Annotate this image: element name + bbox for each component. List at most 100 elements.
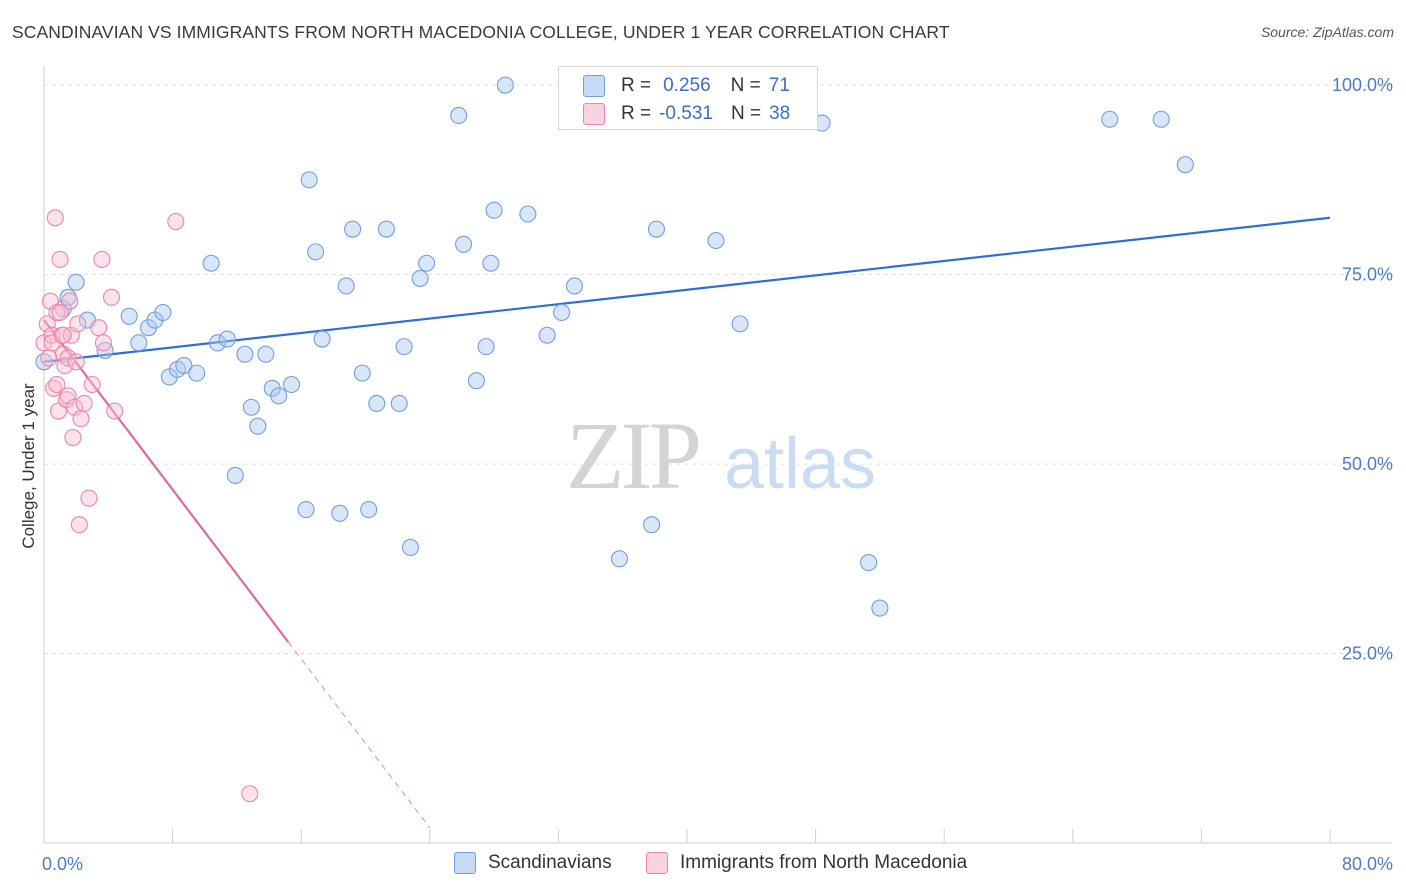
point-scandinavians bbox=[455, 235, 473, 253]
point-scandinavians bbox=[120, 307, 138, 325]
point-scandinavians bbox=[1152, 110, 1170, 128]
legend-swatch-blue bbox=[583, 75, 605, 97]
axes bbox=[43, 66, 1392, 844]
point-north-macedonia bbox=[40, 349, 58, 367]
point-north-macedonia bbox=[59, 349, 77, 367]
point-scandinavians bbox=[353, 364, 371, 382]
point-north-macedonia bbox=[61, 292, 79, 310]
point-scandinavians bbox=[467, 372, 485, 390]
point-scandinavians bbox=[390, 394, 408, 413]
legend-r-label: R = bbox=[621, 103, 652, 124]
point-scandinavians bbox=[360, 500, 378, 519]
point-scandinavians bbox=[707, 231, 725, 250]
point-scandinavians bbox=[553, 303, 571, 322]
point-scandinavians bbox=[307, 243, 325, 261]
point-north-macedonia bbox=[241, 785, 259, 803]
watermark: ZIP atlas bbox=[566, 402, 876, 509]
point-north-macedonia bbox=[38, 315, 56, 333]
point-north-macedonia bbox=[51, 250, 69, 269]
series-legend: Scandinavians Immigrants from North Mace… bbox=[0, 852, 1406, 876]
point-north-macedonia bbox=[167, 213, 185, 231]
point-scandinavians bbox=[871, 599, 889, 617]
y-axis-title: College, Under 1 year bbox=[19, 383, 38, 549]
legend-item-north-macedonia[interactable]: Immigrants from North Macedonia bbox=[646, 852, 967, 874]
point-scandinavians bbox=[731, 315, 749, 333]
x-tick-label: 80.0% bbox=[1342, 854, 1393, 874]
point-scandinavians bbox=[236, 345, 254, 363]
point-scandinavians bbox=[130, 334, 148, 352]
y-tick-label: 75.0% bbox=[1342, 265, 1393, 285]
point-north-macedonia bbox=[67, 353, 85, 371]
y-tick-label: 50.0% bbox=[1342, 454, 1393, 474]
legend-n-value: 71 bbox=[768, 75, 790, 96]
point-scandinavians bbox=[538, 326, 556, 344]
legend-row-scandinavians: R = 0.256 N = 71 bbox=[583, 73, 790, 99]
point-scandinavians bbox=[209, 334, 227, 352]
point-scandinavians bbox=[300, 171, 318, 189]
watermark-zip: ZIP bbox=[566, 402, 699, 509]
point-scandinavians bbox=[297, 500, 315, 519]
point-north-macedonia bbox=[69, 315, 87, 333]
point-north-macedonia bbox=[51, 303, 69, 322]
point-scandinavians bbox=[270, 387, 288, 405]
point-scandinavians bbox=[242, 398, 260, 416]
point-scandinavians bbox=[249, 417, 267, 435]
legend-r-value: 0.256 bbox=[663, 75, 711, 96]
point-scandinavians bbox=[218, 330, 236, 348]
point-scandinavians bbox=[647, 220, 666, 238]
legend-n-label: N = bbox=[730, 103, 762, 124]
point-scandinavians bbox=[610, 550, 629, 568]
point-scandinavians bbox=[411, 269, 429, 287]
point-scandinavians bbox=[1176, 156, 1194, 174]
point-scandinavians bbox=[283, 375, 301, 394]
point-scandinavians bbox=[395, 338, 413, 356]
point-north-macedonia bbox=[75, 394, 93, 413]
x-tick-label: 0.0% bbox=[42, 854, 83, 874]
y-tick-label: 100.0% bbox=[1332, 75, 1393, 95]
point-north-macedonia bbox=[54, 326, 72, 344]
point-scandinavians bbox=[337, 277, 355, 295]
point-north-macedonia bbox=[93, 250, 111, 269]
point-north-macedonia bbox=[106, 402, 124, 420]
point-north-macedonia bbox=[83, 375, 101, 394]
legend-label: Immigrants from North Macedonia bbox=[680, 852, 968, 873]
point-scandinavians bbox=[344, 220, 362, 238]
trend-line-north-macedonia bbox=[43, 319, 290, 643]
tick-labels: 25.0% 50.0% 75.0% 100.0% 0.0% 80.0% bbox=[42, 75, 1393, 874]
legend-swatch-blue bbox=[454, 852, 476, 874]
point-scandinavians bbox=[485, 201, 503, 219]
point-scandinavians bbox=[175, 357, 193, 375]
point-scandinavians bbox=[418, 254, 436, 272]
trend-lines bbox=[43, 216, 1331, 829]
point-north-macedonia bbox=[70, 516, 88, 534]
stats-legend: R = 0.256 N = 71 R = -0.531 N = 38 bbox=[558, 66, 818, 130]
legend-n-label: N = bbox=[730, 75, 761, 96]
point-scandinavians bbox=[496, 76, 514, 94]
point-scandinavians bbox=[226, 466, 244, 484]
point-scandinavians bbox=[188, 364, 206, 382]
point-scandinavians bbox=[313, 330, 331, 348]
point-north-macedonia bbox=[64, 429, 82, 447]
point-scandinavians bbox=[860, 554, 878, 572]
point-scandinavians bbox=[257, 345, 275, 363]
legend-swatch-pink bbox=[583, 103, 605, 125]
point-north-macedonia bbox=[46, 209, 64, 227]
point-scandinavians bbox=[519, 205, 537, 223]
source-label: Source: ZipAtlas.com bbox=[1260, 24, 1394, 40]
trend-line-extension bbox=[287, 641, 431, 829]
point-scandinavians bbox=[368, 394, 386, 413]
legend-item-scandinavians[interactable]: Scandinavians bbox=[454, 852, 612, 874]
y-tick-label: 25.0% bbox=[1342, 644, 1393, 664]
point-scandinavians bbox=[482, 254, 500, 272]
point-scandinavians bbox=[1101, 110, 1119, 128]
point-scandinavians bbox=[331, 504, 349, 522]
point-north-macedonia bbox=[90, 319, 108, 337]
point-scandinavians bbox=[450, 106, 468, 125]
grid-lines bbox=[44, 84, 1392, 655]
legend-row-north-macedonia: R = -0.531 N = 38 bbox=[583, 101, 790, 127]
legend-r-label: R = bbox=[621, 75, 652, 96]
point-scandinavians bbox=[377, 220, 395, 238]
point-scandinavians bbox=[401, 538, 420, 556]
point-north-macedonia bbox=[102, 288, 121, 306]
